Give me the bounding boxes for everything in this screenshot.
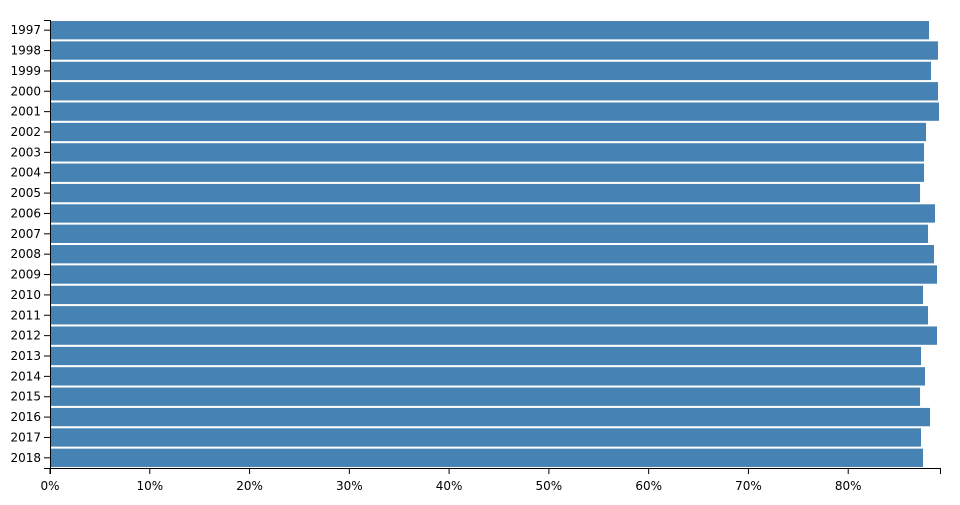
bar-2018: [50, 448, 924, 467]
bar-2002: [50, 122, 927, 142]
y-tick-label-1998: 1998: [10, 44, 41, 58]
x-tick-label-70: 70%: [735, 479, 762, 493]
bar-2009: [50, 265, 938, 284]
bar-2013: [50, 346, 922, 366]
bar-1998: [50, 41, 938, 60]
y-tick-label-2016: 2016: [10, 410, 41, 424]
y-tick-label-2010: 2010: [10, 288, 41, 302]
x-tick-label-60: 60%: [635, 479, 662, 493]
y-tick-label-2002: 2002: [10, 125, 41, 139]
y-tick-label-2007: 2007: [10, 227, 41, 241]
bar-2010: [50, 285, 924, 305]
x-tick-label-10: 10%: [136, 479, 163, 493]
y-tick-label-2013: 2013: [10, 349, 41, 363]
y-tick-label-2001: 2001: [10, 105, 41, 119]
y-tick-label-2008: 2008: [10, 247, 41, 261]
x-axis: 0% 10% 20% 30% 40% 50% 60% 70% 80%: [40, 468, 941, 493]
x-tick-label-50: 50%: [536, 479, 563, 493]
y-tick-label-2005: 2005: [10, 186, 41, 200]
bar-2017: [50, 428, 922, 447]
bar-2007: [50, 224, 929, 243]
y-tick-label-2009: 2009: [10, 268, 41, 282]
y-tick-label-2003: 2003: [10, 145, 41, 159]
bar-2003: [50, 143, 925, 162]
bar-2005: [50, 183, 921, 203]
y-tick-label-2011: 2011: [10, 308, 41, 322]
y-axis-line: [44, 20, 51, 469]
x-tick-label-30: 30%: [336, 479, 363, 493]
bar-2016: [50, 407, 931, 427]
y-axis: 1997 1998 1999 2000 2001 2002 2003 2004 2005 2006…: [10, 20, 51, 469]
y-tick-label-1997: 1997: [10, 23, 41, 37]
y-tick-label-2014: 2014: [10, 369, 41, 383]
y-tick-label-2017: 2017: [10, 430, 41, 444]
x-tick-label-40: 40%: [436, 479, 463, 493]
y-tick-label-2015: 2015: [10, 390, 41, 404]
x-tick-label-80: 80%: [835, 479, 862, 493]
bar-2006: [50, 204, 936, 223]
bar-2011: [50, 306, 929, 325]
y-tick-label-2006: 2006: [10, 206, 41, 220]
x-axis-line: [50, 468, 941, 474]
bar-1997: [50, 21, 930, 40]
bar-2004: [50, 163, 925, 182]
bar-2008: [50, 245, 935, 264]
y-tick-label-2004: 2004: [10, 166, 41, 180]
bar-2012: [50, 326, 938, 345]
y-tick-label-2000: 2000: [10, 84, 41, 98]
y-tick-label-2012: 2012: [10, 329, 41, 343]
bar-2014: [50, 367, 926, 386]
bar-1999: [50, 61, 932, 81]
bar-2000: [50, 82, 938, 101]
y-tick-label-2018: 2018: [10, 451, 41, 465]
bar-2015: [50, 387, 921, 406]
x-tick-label-20: 20%: [236, 479, 263, 493]
y-tick-label-1999: 1999: [10, 64, 41, 78]
bars-layer: [50, 21, 939, 467]
x-tick-label-0: 0%: [40, 479, 59, 493]
bar-2001: [50, 102, 939, 121]
